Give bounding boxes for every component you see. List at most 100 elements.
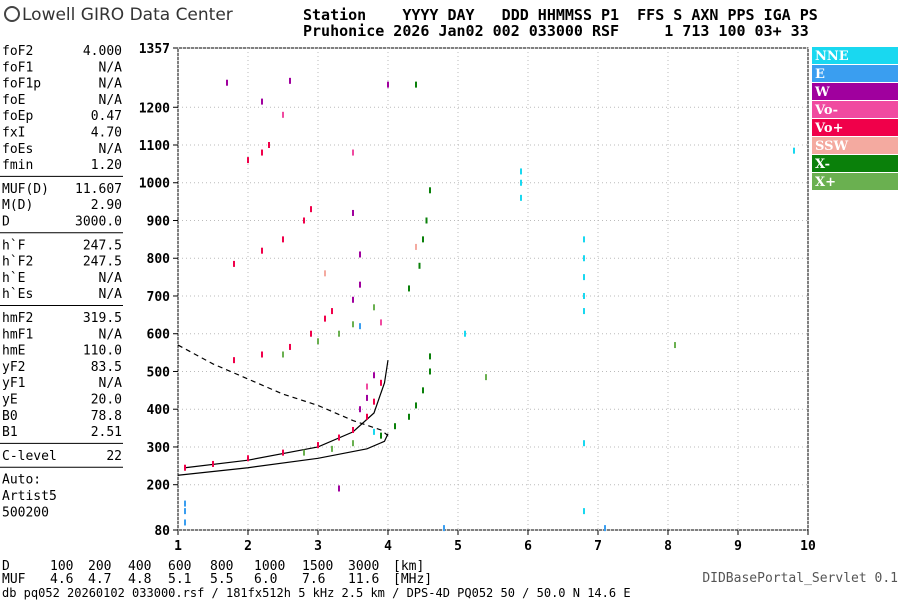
param-name: hmF1	[2, 327, 33, 342]
echo	[373, 304, 375, 311]
param-value: 319.5	[83, 311, 122, 326]
param-value: 4.70	[91, 126, 122, 141]
param-value: 4.000	[83, 44, 122, 59]
echo	[317, 338, 319, 345]
scale-value: 6.0	[254, 572, 277, 587]
echo	[303, 449, 305, 456]
echo	[425, 217, 428, 224]
param-value: 20.0	[91, 393, 122, 408]
echo	[429, 353, 431, 360]
param-name: hmE	[2, 344, 25, 359]
legend-label: Vo+	[814, 121, 843, 136]
scale-value: 5.5	[210, 572, 233, 587]
x-tick-label: 8	[664, 539, 672, 554]
param-name: C-level	[2, 449, 57, 464]
param-name: MUF(D)	[2, 182, 49, 197]
y-tick-label: 1200	[139, 101, 170, 116]
y-tick-label: 300	[147, 441, 171, 456]
scale-value: 3000	[348, 559, 379, 574]
param-value: 247.5	[83, 238, 122, 253]
legend-swatch	[812, 83, 898, 100]
echo	[415, 81, 417, 88]
echo	[380, 379, 382, 386]
echo	[352, 440, 354, 447]
param-name: fxI	[2, 126, 25, 141]
echo	[604, 525, 606, 532]
scale-value: 600	[168, 559, 191, 574]
param-name: h`F2	[2, 255, 33, 270]
echo	[429, 368, 431, 375]
echo	[359, 251, 361, 258]
scale-label: D	[2, 559, 10, 574]
x-tick-label: 1	[174, 539, 182, 554]
header-line: Station YYYY DAY DDD HHMMSS P1 FFS S AXN…	[303, 6, 818, 24]
auto-text: Auto:	[2, 473, 41, 488]
echo	[324, 315, 326, 322]
echo	[583, 508, 585, 515]
echo	[793, 147, 795, 154]
echo	[373, 372, 375, 379]
scale-unit: [MHz]	[393, 572, 432, 587]
echo	[352, 296, 354, 303]
echo	[373, 428, 375, 435]
legend-swatch	[812, 65, 898, 82]
legend-swatch	[812, 137, 898, 154]
legend-swatch	[812, 155, 898, 172]
echo	[324, 270, 326, 277]
scale-value: 1000	[254, 559, 285, 574]
logo-icon	[4, 6, 20, 22]
auto-text: Artist5	[2, 489, 57, 504]
echo	[380, 432, 382, 439]
echo	[359, 323, 361, 330]
echo	[520, 179, 522, 186]
legend-swatch	[812, 101, 898, 118]
echo	[331, 445, 333, 452]
y-tick-label: 600	[147, 328, 171, 343]
scale-value: 5.1	[168, 572, 191, 587]
legend-label: X+	[815, 175, 836, 190]
scale-value: 7.6	[302, 572, 325, 587]
param-value: N/A	[99, 60, 123, 75]
x-tick-label: 9	[734, 539, 742, 554]
param-value: 11.607	[75, 182, 122, 197]
echo	[247, 455, 249, 462]
scale-label: MUF	[2, 572, 26, 587]
legend-swatch	[812, 119, 898, 136]
param-value: N/A	[99, 271, 123, 286]
param-name: foF1p	[2, 77, 41, 92]
echo	[310, 206, 312, 213]
echo	[261, 98, 263, 105]
echo	[310, 330, 312, 337]
legend-label: NNE	[815, 49, 849, 64]
echo	[674, 342, 676, 349]
echo	[317, 442, 319, 449]
echo	[418, 262, 421, 269]
param-name: h`Es	[2, 287, 33, 302]
param-value: N/A	[99, 142, 123, 157]
echo	[485, 374, 487, 381]
logo: Lowell GIRO Data Center	[22, 5, 233, 25]
echo	[184, 508, 186, 515]
echo	[408, 413, 410, 420]
echo	[352, 149, 354, 156]
param-name: B0	[2, 409, 18, 424]
legend-label: Vo-	[814, 103, 838, 118]
echo	[233, 260, 235, 267]
echo	[282, 351, 284, 358]
echo	[352, 209, 354, 216]
echo	[338, 434, 340, 441]
param-value: 1.20	[91, 158, 122, 173]
param-value: 3000.0	[75, 215, 122, 230]
legend-swatch	[812, 47, 898, 64]
y-tick-label: 500	[147, 365, 171, 380]
echo	[366, 394, 368, 401]
param-name: hmF2	[2, 311, 33, 326]
footer: DIDBasePortal_Servlet 0.1	[702, 571, 898, 586]
param-value: 0.47	[91, 109, 122, 124]
echo	[268, 142, 270, 149]
header-line: Pruhonice 2026 Jan02 002 033000 RSF 1 71…	[303, 22, 809, 40]
echo	[282, 449, 284, 456]
param-value: 22	[106, 449, 122, 464]
param-value: N/A	[99, 376, 123, 391]
